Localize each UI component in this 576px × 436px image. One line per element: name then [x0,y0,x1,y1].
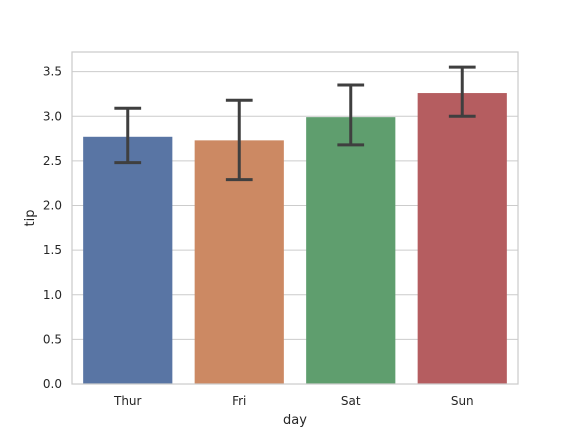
y-tick-label: 2.0 [43,199,62,213]
bar-sun [417,93,507,384]
x-tick-label: Sun [451,394,474,408]
y-tick-label: 1.0 [43,288,62,302]
y-tick-label: 0.5 [43,332,62,346]
bars [83,93,507,384]
error-bar-thur [114,106,142,165]
y-tick-label: 3.0 [43,109,62,123]
y-axis-label: tip [23,210,38,227]
bar-sat [306,117,396,384]
error-bar-sun [448,65,476,118]
x-tick-label: Sat [341,394,361,408]
y-tick-labels: 0.0 0.5 1.0 1.5 2.0 2.5 3.0 3.5 [43,65,62,391]
plot-frame [71,51,519,385]
x-tick-label: Fri [232,394,246,408]
x-tick-labels: Thur Fri Sat Sun [113,394,474,408]
y-tick-label: 2.5 [43,154,62,168]
x-axis-label: day [283,413,307,428]
error-bars [114,65,476,182]
y-tick-label: 3.5 [43,65,62,79]
error-bar-sat [337,83,365,147]
error-bar-fri [225,98,253,182]
x-tick-label: Thur [113,394,142,408]
bar-thur [83,136,173,384]
y-tick-label: 1.5 [43,243,62,257]
y-tick-label: 0.0 [43,377,62,391]
